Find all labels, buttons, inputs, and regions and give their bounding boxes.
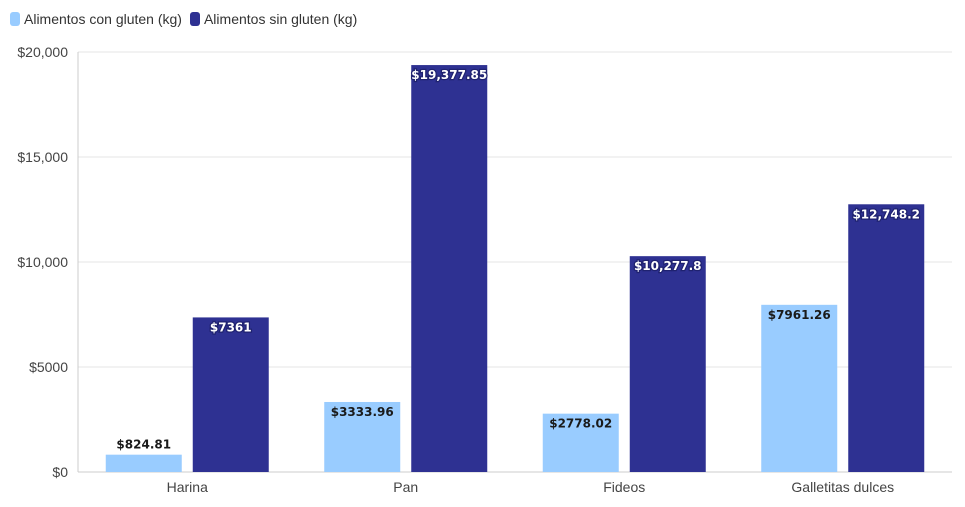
data-label: $10,277.8 xyxy=(634,259,702,273)
legend-label-series-2: Alimentos sin gluten (kg) xyxy=(203,11,358,27)
data-label: $7361 xyxy=(210,320,252,334)
y-tick-label: $15,000 xyxy=(17,149,68,165)
bar xyxy=(105,454,182,472)
y-tick-label: $0 xyxy=(52,464,68,480)
legend-swatch-series-1 xyxy=(10,12,20,26)
y-tick-label: $20,000 xyxy=(17,44,68,60)
data-label: $12,748.2 xyxy=(852,207,920,221)
x-tick-label: Galletitas dulces xyxy=(791,479,894,495)
legend-label-series-1: Alimentos con gluten (kg) xyxy=(24,11,182,27)
data-label: $824.81 xyxy=(116,438,171,452)
x-tick-label: Fideos xyxy=(603,479,645,495)
data-label: $3333.96 xyxy=(331,405,394,419)
legend-swatch-series-2 xyxy=(189,12,200,26)
chart-legend: Alimentos con gluten (kg) Alimentos sin … xyxy=(10,11,357,27)
bar xyxy=(629,256,706,472)
data-label: $2778.02 xyxy=(549,417,612,431)
bar xyxy=(411,65,488,472)
y-tick-label: $5000 xyxy=(29,359,68,375)
data-label: $7961.26 xyxy=(768,308,831,322)
bar xyxy=(324,401,401,472)
bar xyxy=(848,204,925,473)
bar xyxy=(542,413,619,472)
x-tick-label: Pan xyxy=(393,479,418,495)
bar xyxy=(192,317,269,472)
y-tick-label: $10,000 xyxy=(17,254,68,270)
data-label: $19,377.85 xyxy=(411,68,487,82)
legend-item-series-1[interactable]: Alimentos con gluten (kg) xyxy=(10,11,182,27)
bar xyxy=(761,304,838,472)
legend-item-series-2[interactable]: Alimentos sin gluten (kg) xyxy=(189,11,358,27)
x-tick-label: Harina xyxy=(167,479,208,495)
